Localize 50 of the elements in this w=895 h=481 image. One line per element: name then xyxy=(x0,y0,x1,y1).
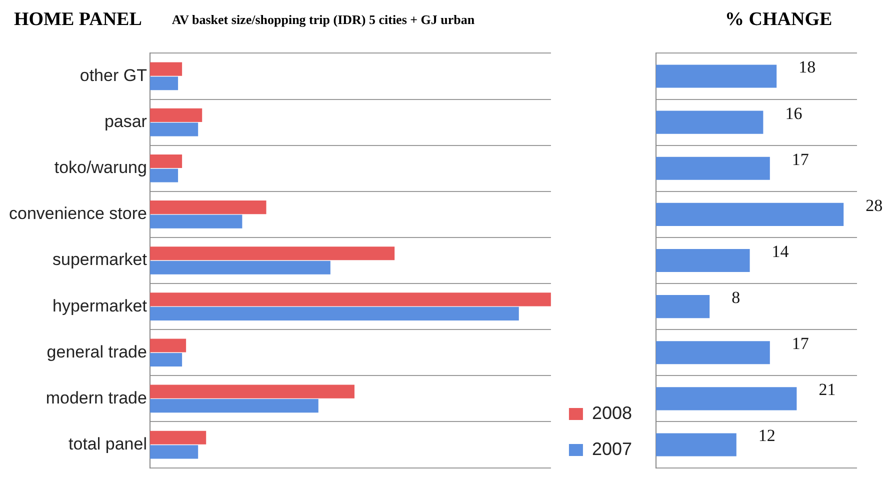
data-label: 16 xyxy=(785,104,802,123)
legend-label: 2007 xyxy=(592,438,632,459)
bar xyxy=(150,214,242,228)
data-label: 21 xyxy=(818,380,836,400)
bar xyxy=(656,248,750,272)
bar xyxy=(656,202,844,226)
bar xyxy=(656,341,770,364)
bar xyxy=(150,445,198,459)
bar xyxy=(150,430,206,444)
bar xyxy=(150,62,182,76)
y-tick-label: modern trade xyxy=(46,388,147,408)
bar xyxy=(150,352,182,367)
text: HOME PANEL xyxy=(14,9,142,31)
y-tick-label: other GT xyxy=(80,66,147,85)
y-tick-label: pasar xyxy=(104,112,148,131)
legend-label: 2008 xyxy=(592,402,632,423)
bar xyxy=(656,64,777,88)
bar xyxy=(150,200,266,214)
data-label: 12 xyxy=(758,426,776,446)
y-tick-label: hypermarket xyxy=(52,296,148,316)
data-label: 18 xyxy=(798,58,816,77)
data-label: 17 xyxy=(792,334,810,354)
data-label: 17 xyxy=(792,150,810,169)
bar xyxy=(150,246,395,260)
y-tick-label: supermarket xyxy=(52,250,148,270)
y-tick-label: general trade xyxy=(46,342,147,362)
bar xyxy=(150,122,198,136)
bar xyxy=(656,110,764,134)
bar xyxy=(150,168,178,182)
bar xyxy=(150,384,354,398)
chart-title: AV basket size/shopping trip (IDR) 5 cities + GJ urban xyxy=(172,12,475,28)
bar xyxy=(150,108,202,122)
y-tick-label: convenience store xyxy=(8,204,147,224)
chart-title: % CHANGE xyxy=(725,9,832,31)
y-tick-label: total panel xyxy=(68,434,147,454)
bar xyxy=(150,292,551,306)
bar xyxy=(150,154,182,168)
bar xyxy=(150,76,178,90)
bar xyxy=(656,387,797,410)
data-label: 28 xyxy=(866,196,883,215)
y-tick-label: toko/warung xyxy=(54,158,147,178)
bar xyxy=(656,156,770,180)
bar xyxy=(150,338,186,352)
bar xyxy=(150,260,330,274)
bar xyxy=(150,306,519,320)
bar xyxy=(150,399,318,413)
data-label: 14 xyxy=(772,242,790,261)
bar xyxy=(656,433,736,456)
bar xyxy=(656,295,710,318)
data-label: 8 xyxy=(732,288,740,308)
